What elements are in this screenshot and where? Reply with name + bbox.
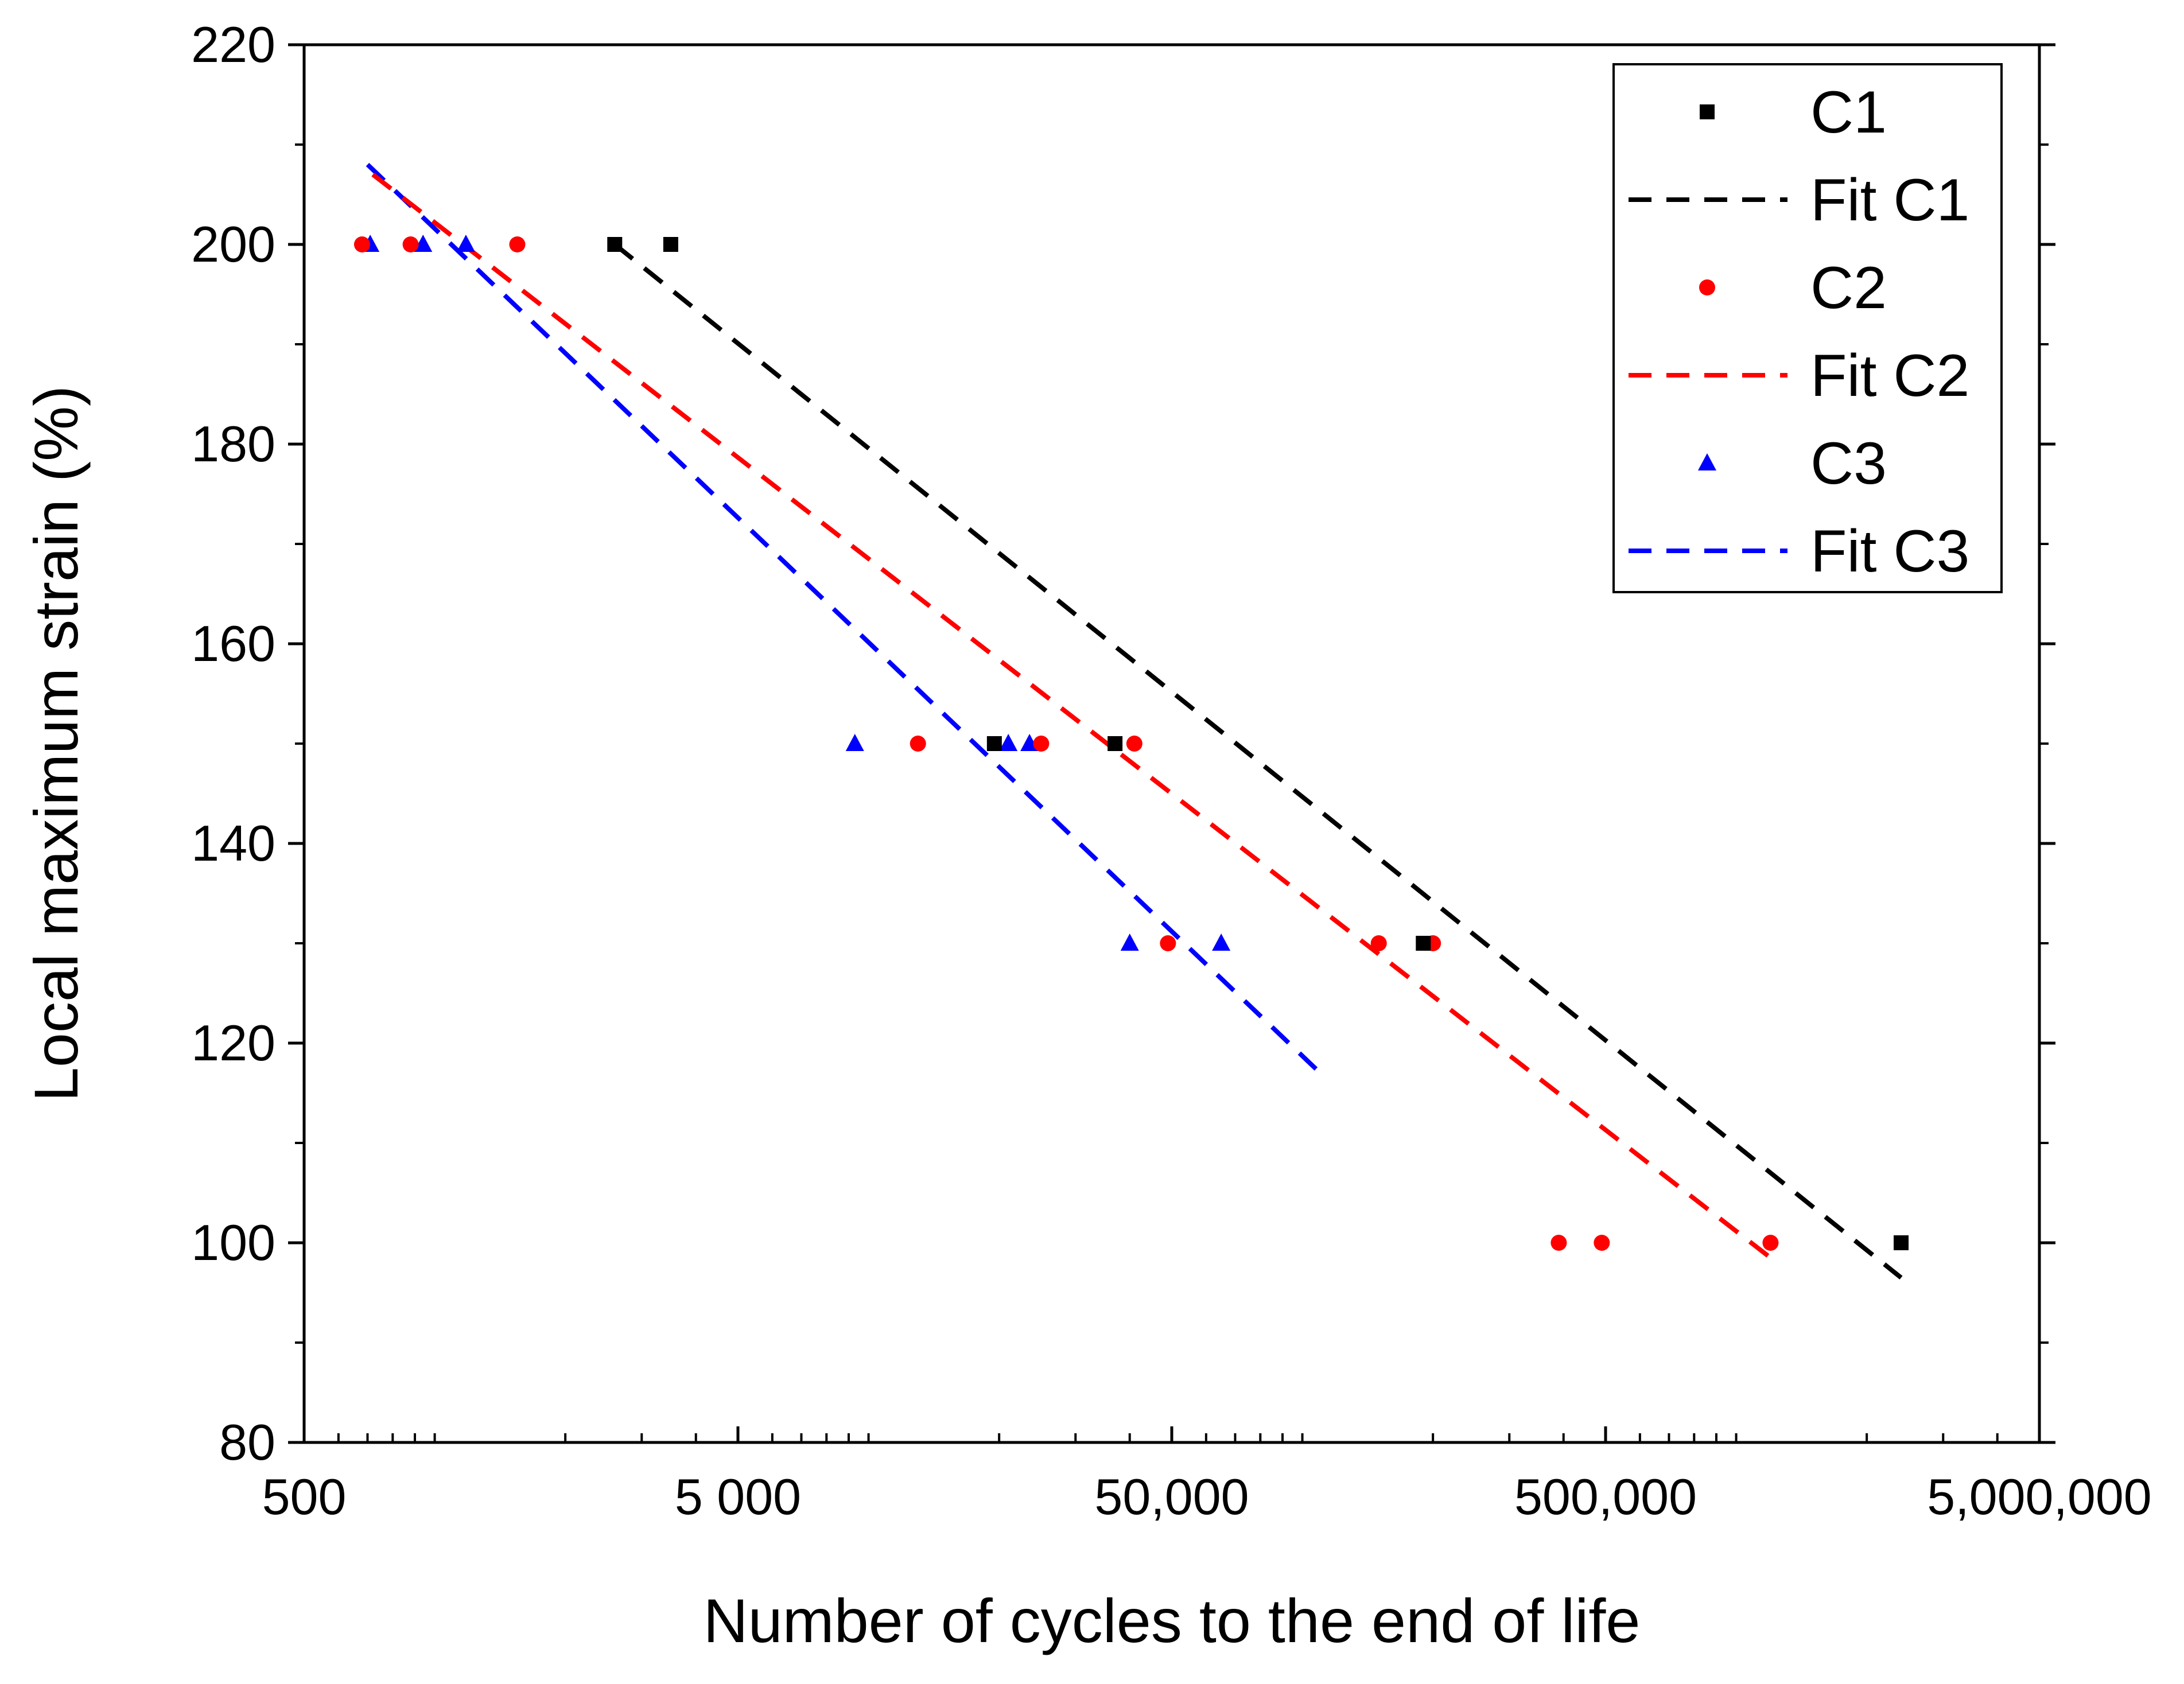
c2-point: [1594, 1235, 1610, 1251]
legend-label-fit-c1: Fit C1: [1810, 167, 1969, 234]
x-axis-title: Number of cycles to the end of life: [704, 1586, 1641, 1655]
c2-point: [509, 236, 526, 252]
c2-point: [1762, 1235, 1779, 1251]
data-points: [353, 235, 1909, 1251]
c2-point: [402, 236, 419, 252]
legend-swatch-c3: [1698, 453, 1716, 470]
c2-point: [1550, 1235, 1567, 1251]
legend-box: [1612, 63, 2003, 593]
y-axis-title: Local maximum strain (%): [21, 386, 91, 1102]
x-tick-label: 500,000: [1514, 1468, 1697, 1525]
y-tick-label: 160: [191, 615, 275, 672]
y-tick-label: 80: [219, 1414, 275, 1471]
y-tick-label: 200: [191, 216, 275, 273]
x-tick-label: 50,000: [1094, 1468, 1249, 1525]
c3-point: [414, 235, 433, 252]
c3-point: [456, 235, 475, 252]
x-tick-label: 5,000,000: [1927, 1468, 2152, 1525]
c2-point: [1160, 935, 1176, 951]
legend-label-c2: C2: [1810, 255, 1887, 321]
fit-c1-line: [613, 242, 1903, 1280]
fit-lines: [366, 162, 1903, 1280]
c2-point: [1033, 736, 1050, 752]
y-tick-label: 140: [191, 815, 275, 872]
c1-point: [663, 237, 678, 252]
c3-point: [1212, 934, 1231, 951]
c1-point: [986, 736, 1002, 751]
fit-c2-line: [371, 173, 1772, 1260]
c2-point: [910, 736, 926, 752]
y-tick-label: 120: [191, 1014, 275, 1071]
c2-point: [1126, 736, 1142, 752]
c1-point: [1894, 1235, 1909, 1250]
c3-point: [1120, 934, 1139, 951]
y-tick-label: 180: [191, 415, 275, 472]
legend-label-c1: C1: [1810, 79, 1887, 146]
legend: C1 Fit C1 C2 Fit C2 C3 Fit C3: [1612, 63, 2003, 593]
c1-point: [1416, 936, 1431, 951]
legend-label-c3: C3: [1810, 430, 1887, 497]
c2-point: [1370, 935, 1387, 951]
plot-frame: [302, 43, 2041, 1444]
y-tick-label: 100: [191, 1214, 275, 1271]
x-tick-labels: 500 5 000 50,000 500,000 5,000,000: [262, 1468, 2152, 1525]
c2-point: [353, 236, 370, 252]
legend-swatch-c2: [1699, 279, 1715, 295]
x-tick-label: 500: [262, 1468, 347, 1525]
c3-point: [999, 734, 1018, 751]
x-tick-label: 5 000: [675, 1468, 801, 1525]
y-tick-label: 220: [191, 16, 275, 73]
c1-point: [1107, 736, 1123, 751]
legend-label-fit-c2: Fit C2: [1810, 343, 1969, 409]
fit-c3-line: [366, 162, 1322, 1075]
y-tick-labels: 80 100 120 140 160 180 200 220: [191, 16, 275, 1471]
c3-point: [845, 734, 864, 751]
legend-label-fit-c3: Fit C3: [1810, 518, 1969, 585]
legend-swatch-c1: [1700, 104, 1715, 119]
minor-ticks: [295, 143, 2049, 1442]
c1-point: [607, 237, 623, 252]
